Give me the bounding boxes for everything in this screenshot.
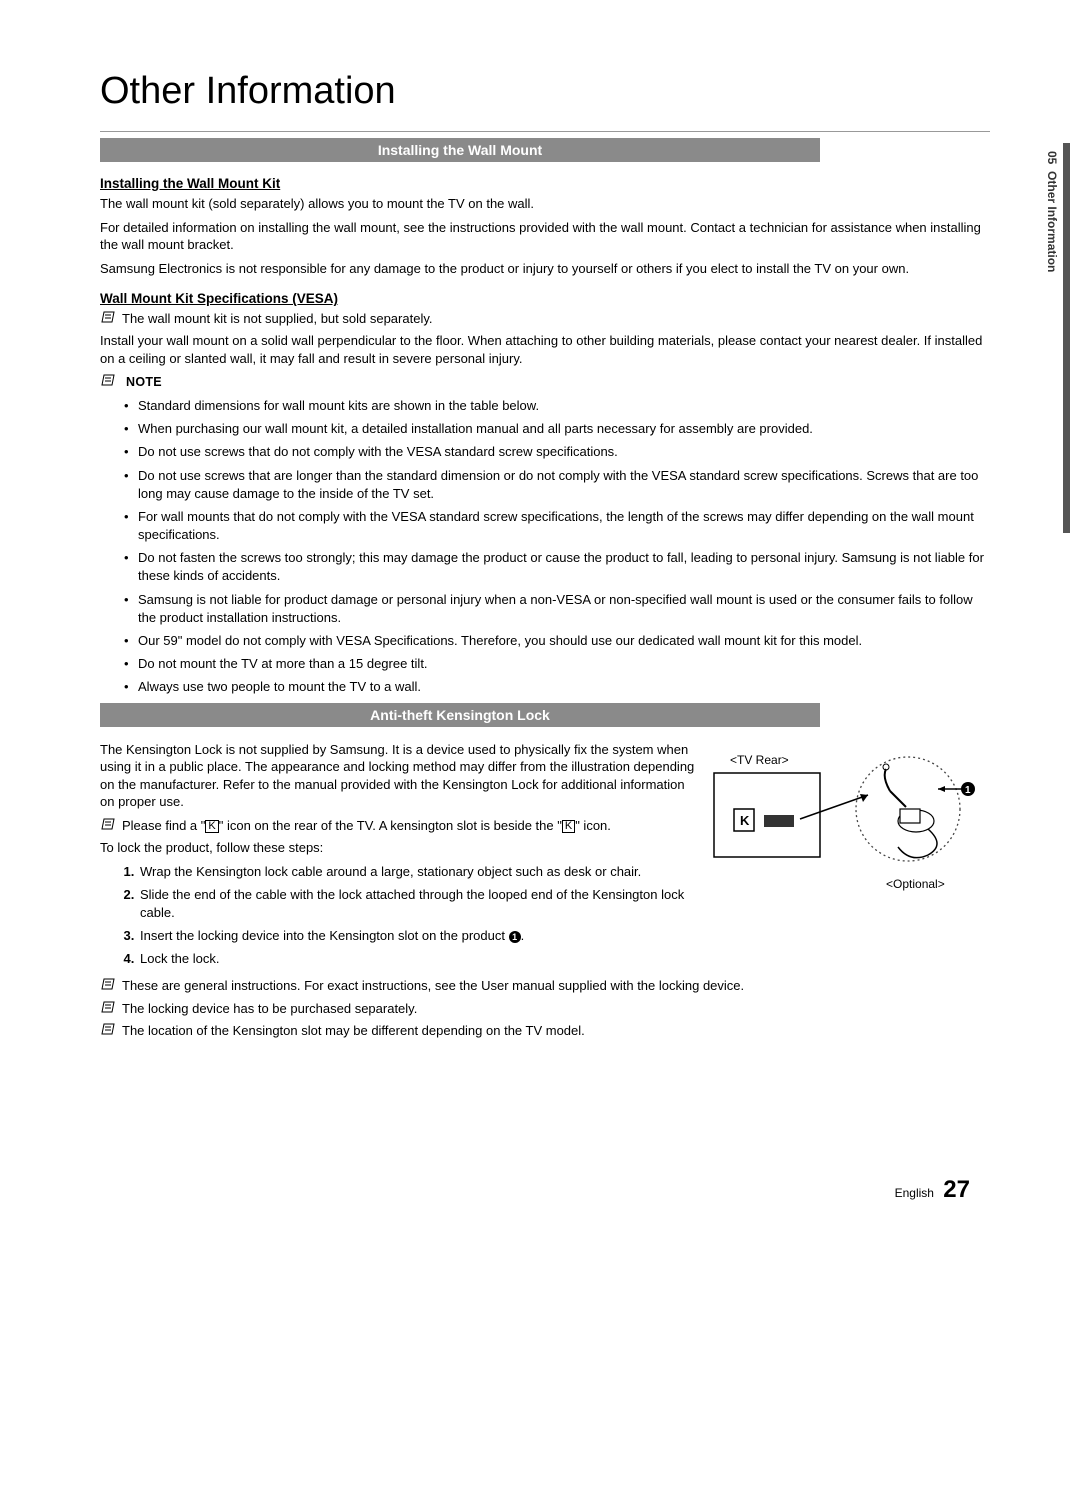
side-tab-text: 05 Other Information — [1045, 151, 1059, 272]
svg-text:K: K — [740, 813, 750, 828]
page-footer: English 27 — [895, 1176, 970, 1204]
kensington-step: Insert the locking device into the Kensi… — [138, 927, 698, 945]
kensington-note2: These are general instructions. For exac… — [100, 977, 990, 995]
wallmount-bullet: When purchasing our wall mount kit, a de… — [138, 420, 990, 438]
side-tab: 05 Other Information — [1044, 143, 1070, 533]
kensington-note3: The locking device has to be purchased s… — [100, 1000, 990, 1018]
side-tab-label: Other Information — [1045, 171, 1059, 272]
kensington-note-find-c: " icon. — [575, 818, 611, 833]
kensington-k-icon: K — [205, 820, 218, 833]
kensington-note2-text: These are general instructions. For exac… — [122, 978, 744, 993]
kensington-steps: Wrap the Kensington lock cable around a … — [100, 863, 698, 969]
wallmount-sub2-note1: The wall mount kit is not supplied, but … — [100, 310, 990, 328]
kensington-right: K 1 <TV — [710, 741, 990, 974]
kensington-note4: The location of the Kensington slot may … — [100, 1022, 990, 1040]
note-icon — [100, 1022, 116, 1041]
wallmount-sub1-p1: The wall mount kit (sold separately) all… — [100, 195, 990, 213]
footer-page: 27 — [943, 1176, 970, 1203]
side-tab-fill — [1063, 143, 1070, 533]
kensington-note-find: Please find a "K" icon on the rear of th… — [100, 817, 698, 835]
wallmount-bullet: For wall mounts that do not comply with … — [138, 508, 990, 544]
section-bar-wallmount: Installing the Wall Mount — [100, 138, 820, 162]
kensington-note4-text: The location of the Kensington slot may … — [122, 1023, 585, 1038]
diagram-marker-1: 1 — [965, 785, 971, 796]
wallmount-bullets: Standard dimensions for wall mount kits … — [100, 397, 990, 697]
note-icon — [100, 977, 116, 996]
section-bar-kensington: Anti-theft Kensington Lock — [100, 703, 820, 727]
note-icon — [100, 817, 116, 836]
kensington-note3-text: The locking device has to be purchased s… — [122, 1001, 417, 1016]
wallmount-bullet: Our 59" model do not comply with VESA Sp… — [138, 632, 990, 650]
wallmount-sub1-p2: For detailed information on installing t… — [100, 219, 990, 254]
kensington-step3-text: Insert the locking device into the Kensi… — [140, 928, 509, 943]
kensington-k-icon: K — [562, 820, 575, 833]
page-title: Other Information — [100, 70, 990, 113]
wallmount-sub2-p1: Install your wall mount on a solid wall … — [100, 332, 990, 367]
note-heading: NOTE — [100, 373, 990, 392]
wallmount-bullet: Do not fasten the screws too strongly; t… — [138, 549, 990, 585]
note-icon — [100, 1000, 116, 1019]
kensington-step: Lock the lock. — [138, 950, 698, 968]
kensington-diagram: K 1 <TV — [710, 747, 980, 897]
wallmount-sub1-title: Installing the Wall Mount Kit — [100, 176, 990, 191]
wallmount-sub1-p3: Samsung Electronics is not responsible f… — [100, 260, 990, 278]
kensington-p1: The Kensington Lock is not supplied by S… — [100, 741, 698, 811]
diagram-optional-label: <Optional> — [886, 877, 945, 891]
kensington-note-find-a: Please find a " — [122, 818, 205, 833]
kensington-step: Wrap the Kensington lock cable around a … — [138, 863, 698, 881]
wallmount-bullet: Do not mount the TV at more than a 15 de… — [138, 655, 990, 673]
wallmount-bullet: Standard dimensions for wall mount kits … — [138, 397, 990, 415]
wallmount-bullet: Always use two people to mount the TV to… — [138, 678, 990, 696]
kensington-step: Slide the end of the cable with the lock… — [138, 886, 698, 922]
diagram-tv-rear-label: <TV Rear> — [730, 753, 789, 767]
wallmount-bullet: Do not use screws that do not comply wit… — [138, 443, 990, 461]
title-divider — [100, 131, 990, 132]
wallmount-bullet: Do not use screws that are longer than t… — [138, 467, 990, 503]
note-label: NOTE — [126, 375, 162, 389]
kensington-note-find-b: " icon on the rear of the TV. A kensingt… — [219, 818, 562, 833]
wallmount-bullet: Samsung is not liable for product damage… — [138, 591, 990, 627]
wallmount-sub2-note1-text: The wall mount kit is not supplied, but … — [122, 311, 432, 326]
side-tab-number: 05 — [1045, 151, 1059, 164]
circle-one-inline: 1 — [509, 931, 521, 943]
footer-language: English — [895, 1186, 934, 1200]
note-icon — [100, 373, 116, 392]
wallmount-sub2-title: Wall Mount Kit Specifications (VESA) — [100, 291, 990, 306]
kensington-left: The Kensington Lock is not supplied by S… — [100, 741, 698, 974]
kensington-steps-intro: To lock the product, follow these steps: — [100, 839, 698, 857]
note-icon — [100, 310, 116, 329]
kensington-two-col: The Kensington Lock is not supplied by S… — [100, 741, 990, 974]
